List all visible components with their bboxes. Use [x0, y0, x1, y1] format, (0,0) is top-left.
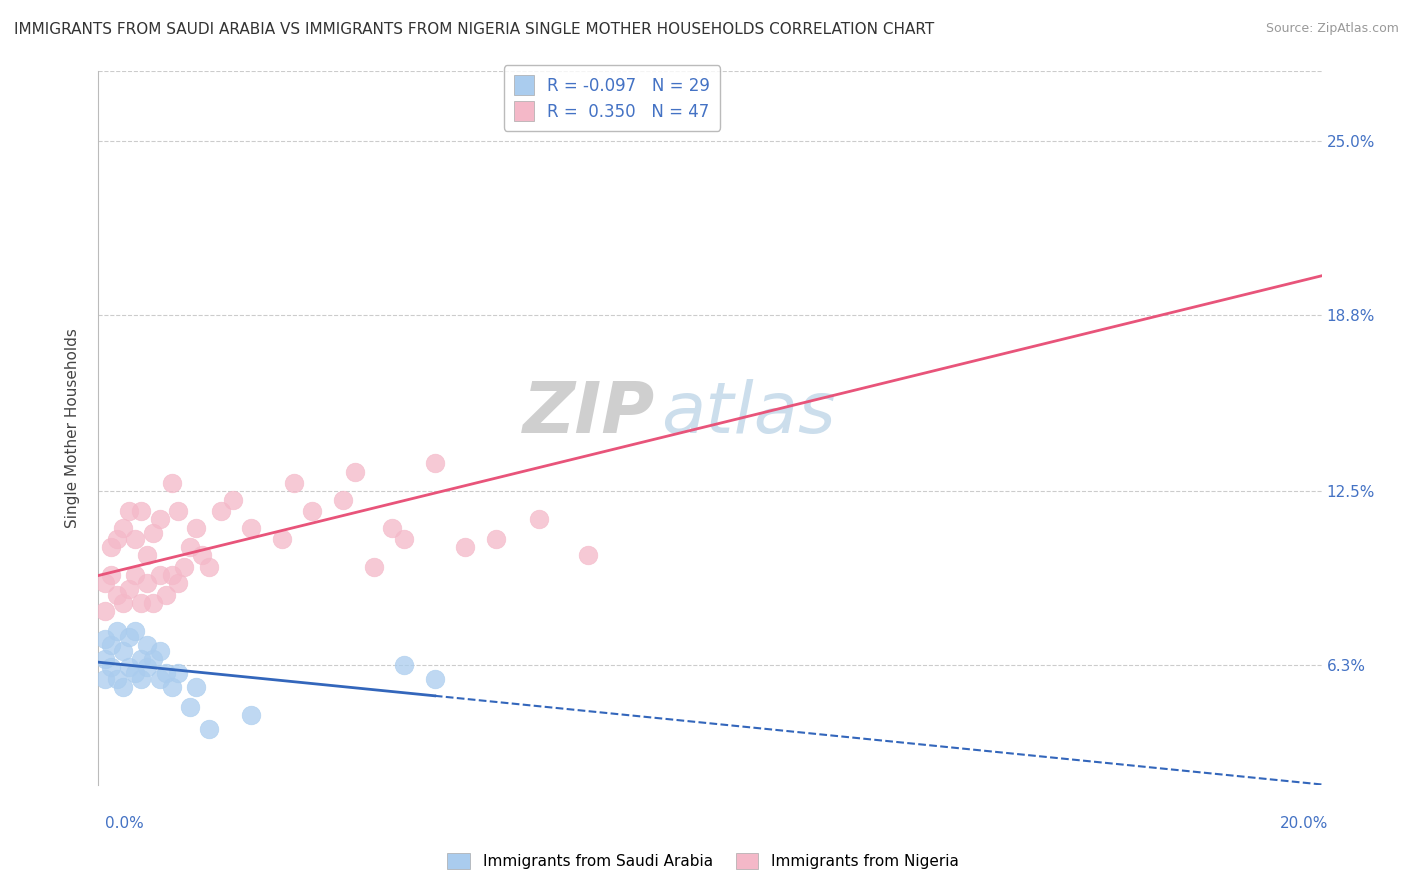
Point — [332, 492, 354, 507]
Point — [423, 456, 446, 470]
Point — [173, 559, 195, 574]
Point — [111, 596, 134, 610]
Point — [105, 672, 128, 686]
Legend: R = -0.097   N = 29, R =  0.350   N = 47: R = -0.097 N = 29, R = 0.350 N = 47 — [505, 65, 720, 130]
Point — [155, 588, 177, 602]
Point — [392, 532, 416, 546]
Point — [111, 520, 134, 534]
Point — [160, 568, 183, 582]
Text: 20.0%: 20.0% — [1281, 816, 1329, 831]
Point — [124, 532, 146, 546]
Legend: Immigrants from Saudi Arabia, Immigrants from Nigeria: Immigrants from Saudi Arabia, Immigrants… — [441, 847, 965, 875]
Point — [363, 559, 385, 574]
Point — [105, 624, 128, 638]
Point — [93, 672, 115, 686]
Point — [576, 549, 599, 563]
Point — [270, 532, 292, 546]
Point — [142, 596, 165, 610]
Point — [454, 540, 477, 554]
Text: Source: ZipAtlas.com: Source: ZipAtlas.com — [1265, 22, 1399, 36]
Point — [118, 582, 141, 596]
Point — [155, 666, 177, 681]
Point — [344, 465, 367, 479]
Point — [100, 660, 122, 674]
Point — [100, 540, 122, 554]
Point — [136, 660, 159, 674]
Point — [149, 512, 172, 526]
Point — [240, 520, 263, 534]
Point — [160, 475, 183, 490]
Point — [118, 630, 141, 644]
Text: IMMIGRANTS FROM SAUDI ARABIA VS IMMIGRANTS FROM NIGERIA SINGLE MOTHER HOUSEHOLDS: IMMIGRANTS FROM SAUDI ARABIA VS IMMIGRAN… — [14, 22, 935, 37]
Point — [124, 568, 146, 582]
Point — [142, 526, 165, 541]
Point — [136, 576, 159, 591]
Point — [124, 666, 146, 681]
Point — [142, 652, 165, 666]
Point — [392, 657, 416, 672]
Point — [149, 643, 172, 657]
Point — [105, 532, 128, 546]
Point — [129, 596, 152, 610]
Point — [191, 549, 214, 563]
Point — [179, 540, 201, 554]
Point — [423, 672, 446, 686]
Point — [100, 638, 122, 652]
Point — [209, 504, 232, 518]
Point — [105, 588, 128, 602]
Point — [197, 559, 219, 574]
Point — [301, 504, 323, 518]
Point — [179, 699, 201, 714]
Point — [240, 708, 263, 723]
Text: 0.0%: 0.0% — [105, 816, 145, 831]
Point — [124, 624, 146, 638]
Point — [129, 504, 152, 518]
Point — [485, 532, 508, 546]
Point — [136, 638, 159, 652]
Point — [186, 520, 208, 534]
Point — [100, 568, 122, 582]
Y-axis label: Single Mother Households: Single Mother Households — [65, 328, 80, 528]
Point — [149, 568, 172, 582]
Point — [111, 680, 134, 694]
Point — [118, 504, 141, 518]
Point — [129, 672, 152, 686]
Point — [93, 652, 115, 666]
Point — [167, 504, 190, 518]
Point — [129, 652, 152, 666]
Point — [149, 672, 172, 686]
Point — [93, 632, 115, 647]
Point — [111, 643, 134, 657]
Point — [136, 549, 159, 563]
Point — [160, 680, 183, 694]
Point — [197, 722, 219, 736]
Text: ZIP: ZIP — [523, 379, 655, 449]
Point — [283, 475, 305, 490]
Point — [118, 660, 141, 674]
Point — [527, 512, 550, 526]
Point — [167, 576, 190, 591]
Point — [93, 576, 115, 591]
Point — [381, 520, 404, 534]
Point — [93, 604, 115, 618]
Point — [167, 666, 190, 681]
Text: atlas: atlas — [661, 379, 835, 449]
Point — [186, 680, 208, 694]
Point — [222, 492, 245, 507]
